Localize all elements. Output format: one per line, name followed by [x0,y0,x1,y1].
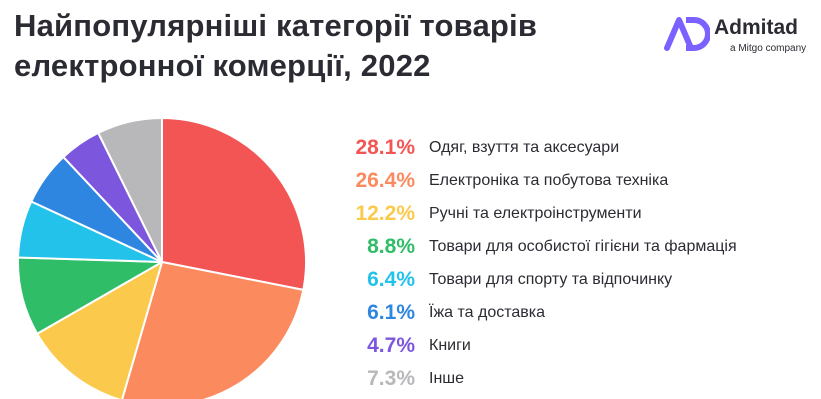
admitad-ad-logo-icon [664,17,710,51]
legend-value: 6.1% [367,300,415,324]
legend-item: 6.4% Товари для спорту та відпочинку [345,263,737,296]
brand-logo: Admitad a Mitgo company [664,12,814,56]
legend-label: Товари для особистої гігієни та фармація [429,237,737,255]
legend-label: Електроніка та побутова техніка [429,171,669,189]
legend-item: 12.2% Ручні та електроінструменти [345,197,737,230]
legend-label: Одяг, взуття та аксесуари [429,138,620,156]
chart-legend: 28.1% Одяг, взуття та аксесуари 26.4% Ел… [345,131,737,395]
brand-tagline: a Mitgo company [730,43,807,54]
legend-value: 26.4% [355,168,415,192]
legend-item: 26.4% Електроніка та побутова техніка [345,164,737,197]
legend-label: Книги [429,336,471,354]
legend-label: Їжа та доставка [429,303,546,321]
legend-value: 6.4% [367,267,415,291]
legend-value: 28.1% [355,135,415,159]
legend-label: Інше [429,369,465,387]
legend-value: 8.8% [367,234,415,258]
pie-slice [121,261,305,399]
pie-slice [161,117,307,291]
pie-slice [36,261,163,399]
chart-title: Найпопулярніші категорії товарів електро… [14,6,537,86]
legend-item: 6.1% Їжа та доставка [345,296,737,329]
chart-title-line-1: Найпопулярніші категорії товарів [14,8,538,43]
legend-item: 28.1% Одяг, взуття та аксесуари [345,131,737,164]
chart-title-line-2: електронної комерції, 2022 [14,48,431,83]
legend-label: Товари для спорту та відпочинку [429,270,673,288]
legend-item: 8.8% Товари для особистої гігієни та фар… [345,230,737,263]
legend-label: Ручні та електроінструменти [429,204,642,222]
legend-value: 12.2% [355,201,415,225]
brand-name: Admitad [714,16,798,39]
pie-slice [97,117,163,263]
legend-item: 7.3% Інше [345,362,737,395]
legend-value: 4.7% [367,333,415,357]
legend-item: 4.7% Книги [345,329,737,362]
legend-value: 7.3% [367,366,415,390]
